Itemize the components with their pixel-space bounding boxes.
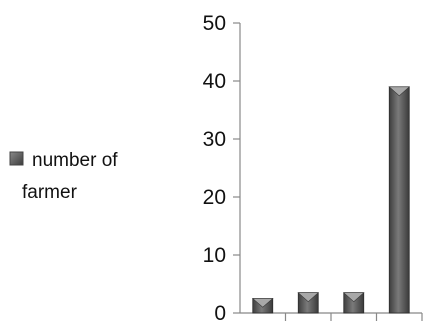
bar <box>342 292 365 314</box>
bar-body <box>388 86 410 314</box>
legend-swatch <box>9 151 24 166</box>
y-tick-label: 20 <box>203 186 226 209</box>
bar-cap <box>388 86 411 97</box>
legend-label-line-2: farmer <box>22 182 78 203</box>
bar-cap <box>251 298 274 308</box>
bar <box>388 86 411 314</box>
bar <box>297 292 320 314</box>
bar <box>251 298 274 314</box>
y-tick-label: 30 <box>203 128 226 151</box>
y-tick-label: 40 <box>203 70 226 93</box>
legend-label-line-1: number of <box>32 150 118 171</box>
bar-cap <box>297 292 320 303</box>
y-tick-label: 0 <box>214 302 226 325</box>
legend: number of farmer <box>9 150 118 203</box>
x-axis-ticks <box>284 313 423 321</box>
y-axis-ticks: 0 10 20 30 40 50 <box>203 12 240 325</box>
y-tick-label: 10 <box>203 244 226 267</box>
y-tick-label: 50 <box>203 12 226 35</box>
bar-cap <box>342 292 365 303</box>
bar-series <box>251 86 411 314</box>
